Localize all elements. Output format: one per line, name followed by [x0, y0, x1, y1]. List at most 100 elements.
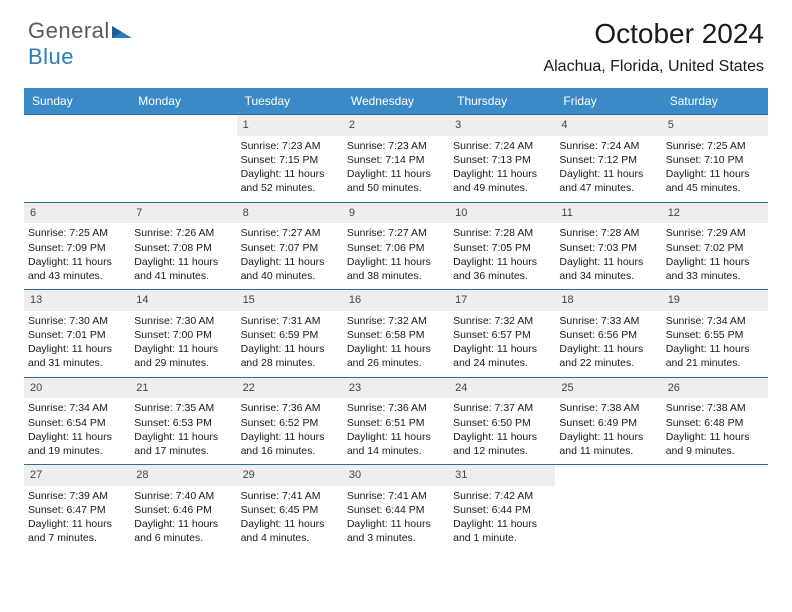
day-cell: 1Sunrise: 7:23 AMSunset: 7:15 PMDaylight…	[237, 115, 343, 202]
daylight-text: Daylight: 11 hours and 9 minutes.	[666, 430, 764, 458]
day-body: Sunrise: 7:27 AMSunset: 7:07 PMDaylight:…	[237, 223, 343, 289]
day-number: 5	[662, 115, 768, 136]
sunset-text: Sunset: 7:12 PM	[559, 153, 657, 167]
day-number: 11	[555, 203, 661, 224]
dow-cell: Friday	[555, 88, 661, 114]
daylight-text: Daylight: 11 hours and 21 minutes.	[666, 342, 764, 370]
week-row: 6Sunrise: 7:25 AMSunset: 7:09 PMDaylight…	[24, 202, 768, 290]
day-number: 28	[130, 465, 236, 486]
sunrise-text: Sunrise: 7:34 AM	[28, 401, 126, 415]
sunrise-text: Sunrise: 7:32 AM	[453, 314, 551, 328]
week-row: 20Sunrise: 7:34 AMSunset: 6:54 PMDayligh…	[24, 377, 768, 465]
day-cell: 8Sunrise: 7:27 AMSunset: 7:07 PMDaylight…	[237, 203, 343, 290]
day-number: 4	[555, 115, 661, 136]
sunrise-text: Sunrise: 7:28 AM	[559, 226, 657, 240]
sunset-text: Sunset: 7:08 PM	[134, 241, 232, 255]
day-number: 25	[555, 378, 661, 399]
daylight-text: Daylight: 11 hours and 31 minutes.	[28, 342, 126, 370]
sunset-text: Sunset: 7:03 PM	[559, 241, 657, 255]
brand-part1: General	[28, 18, 110, 43]
sunset-text: Sunset: 6:56 PM	[559, 328, 657, 342]
daylight-text: Daylight: 11 hours and 11 minutes.	[559, 430, 657, 458]
sunset-text: Sunset: 7:07 PM	[241, 241, 339, 255]
sunset-text: Sunset: 6:53 PM	[134, 416, 232, 430]
sunset-text: Sunset: 6:59 PM	[241, 328, 339, 342]
day-number	[24, 115, 130, 121]
daylight-text: Daylight: 11 hours and 40 minutes.	[241, 255, 339, 283]
sunrise-text: Sunrise: 7:25 AM	[666, 139, 764, 153]
day-cell: 15Sunrise: 7:31 AMSunset: 6:59 PMDayligh…	[237, 290, 343, 377]
day-cell: 25Sunrise: 7:38 AMSunset: 6:49 PMDayligh…	[555, 378, 661, 465]
sunset-text: Sunset: 7:15 PM	[241, 153, 339, 167]
daylight-text: Daylight: 11 hours and 41 minutes.	[134, 255, 232, 283]
sunset-text: Sunset: 6:47 PM	[28, 503, 126, 517]
day-cell: 30Sunrise: 7:41 AMSunset: 6:44 PMDayligh…	[343, 465, 449, 552]
sunset-text: Sunset: 6:58 PM	[347, 328, 445, 342]
sunset-text: Sunset: 7:10 PM	[666, 153, 764, 167]
daylight-text: Daylight: 11 hours and 52 minutes.	[241, 167, 339, 195]
day-cell: 28Sunrise: 7:40 AMSunset: 6:46 PMDayligh…	[130, 465, 236, 552]
daylight-text: Daylight: 11 hours and 3 minutes.	[347, 517, 445, 545]
day-body: Sunrise: 7:37 AMSunset: 6:50 PMDaylight:…	[449, 398, 555, 464]
day-body: Sunrise: 7:35 AMSunset: 6:53 PMDaylight:…	[130, 398, 236, 464]
daylight-text: Daylight: 11 hours and 12 minutes.	[453, 430, 551, 458]
day-cell: 14Sunrise: 7:30 AMSunset: 7:00 PMDayligh…	[130, 290, 236, 377]
sunrise-text: Sunrise: 7:29 AM	[666, 226, 764, 240]
daylight-text: Daylight: 11 hours and 38 minutes.	[347, 255, 445, 283]
day-number: 13	[24, 290, 130, 311]
day-cell: 13Sunrise: 7:30 AMSunset: 7:01 PMDayligh…	[24, 290, 130, 377]
day-number: 31	[449, 465, 555, 486]
week-row: 13Sunrise: 7:30 AMSunset: 7:01 PMDayligh…	[24, 289, 768, 377]
sunset-text: Sunset: 6:45 PM	[241, 503, 339, 517]
day-body: Sunrise: 7:36 AMSunset: 6:51 PMDaylight:…	[343, 398, 449, 464]
day-cell: 21Sunrise: 7:35 AMSunset: 6:53 PMDayligh…	[130, 378, 236, 465]
daylight-text: Daylight: 11 hours and 33 minutes.	[666, 255, 764, 283]
day-cell: 19Sunrise: 7:34 AMSunset: 6:55 PMDayligh…	[662, 290, 768, 377]
day-body: Sunrise: 7:40 AMSunset: 6:46 PMDaylight:…	[130, 486, 236, 552]
day-number: 21	[130, 378, 236, 399]
sunrise-text: Sunrise: 7:27 AM	[347, 226, 445, 240]
day-cell: 22Sunrise: 7:36 AMSunset: 6:52 PMDayligh…	[237, 378, 343, 465]
sunrise-text: Sunrise: 7:30 AM	[134, 314, 232, 328]
sunrise-text: Sunrise: 7:38 AM	[559, 401, 657, 415]
sunset-text: Sunset: 6:55 PM	[666, 328, 764, 342]
day-number: 15	[237, 290, 343, 311]
day-number: 10	[449, 203, 555, 224]
day-number: 22	[237, 378, 343, 399]
sunrise-text: Sunrise: 7:36 AM	[347, 401, 445, 415]
sunset-text: Sunset: 7:02 PM	[666, 241, 764, 255]
day-cell: 11 Sunrise: 7:28 AMSunset: 7:03 PMDayligh…	[555, 203, 661, 290]
sunrise-text: Sunrise: 7:23 AM	[241, 139, 339, 153]
daylight-text: Daylight: 11 hours and 29 minutes.	[134, 342, 232, 370]
sunrise-text: Sunrise: 7:37 AM	[453, 401, 551, 415]
sunset-text: Sunset: 6:51 PM	[347, 416, 445, 430]
day-cell: 24Sunrise: 7:37 AMSunset: 6:50 PMDayligh…	[449, 378, 555, 465]
daylight-text: Daylight: 11 hours and 34 minutes.	[559, 255, 657, 283]
sunset-text: Sunset: 6:57 PM	[453, 328, 551, 342]
sunrise-text: Sunrise: 7:39 AM	[28, 489, 126, 503]
sunset-text: Sunset: 7:00 PM	[134, 328, 232, 342]
day-cell: 9Sunrise: 7:27 AMSunset: 7:06 PMDaylight…	[343, 203, 449, 290]
day-cell: 10Sunrise: 7:28 AMSunset: 7:05 PMDayligh…	[449, 203, 555, 290]
brand-text: GeneralBlue	[28, 18, 132, 70]
day-number: 30	[343, 465, 449, 486]
sunset-text: Sunset: 6:48 PM	[666, 416, 764, 430]
sunset-text: Sunset: 6:52 PM	[241, 416, 339, 430]
day-body: Sunrise: 7:24 AMSunset: 7:12 PMDaylight:…	[555, 136, 661, 202]
sunset-text: Sunset: 7:05 PM	[453, 241, 551, 255]
dow-cell: Thursday	[449, 88, 555, 114]
day-body: Sunrise: 7:42 AMSunset: 6:44 PMDaylight:…	[449, 486, 555, 552]
day-cell	[130, 115, 236, 202]
daylight-text: Daylight: 11 hours and 49 minutes.	[453, 167, 551, 195]
sunrise-text: Sunrise: 7:41 AM	[347, 489, 445, 503]
sunrise-text: Sunrise: 7:28 AM	[453, 226, 551, 240]
daylight-text: Daylight: 11 hours and 4 minutes.	[241, 517, 339, 545]
sunset-text: Sunset: 6:54 PM	[28, 416, 126, 430]
day-number: 8	[237, 203, 343, 224]
sunset-text: Sunset: 6:46 PM	[134, 503, 232, 517]
day-number: 26	[662, 378, 768, 399]
weeks-container: 1Sunrise: 7:23 AMSunset: 7:15 PMDaylight…	[24, 114, 768, 552]
day-cell	[24, 115, 130, 202]
day-cell: 20Sunrise: 7:34 AMSunset: 6:54 PMDayligh…	[24, 378, 130, 465]
sunrise-text: Sunrise: 7:35 AM	[134, 401, 232, 415]
